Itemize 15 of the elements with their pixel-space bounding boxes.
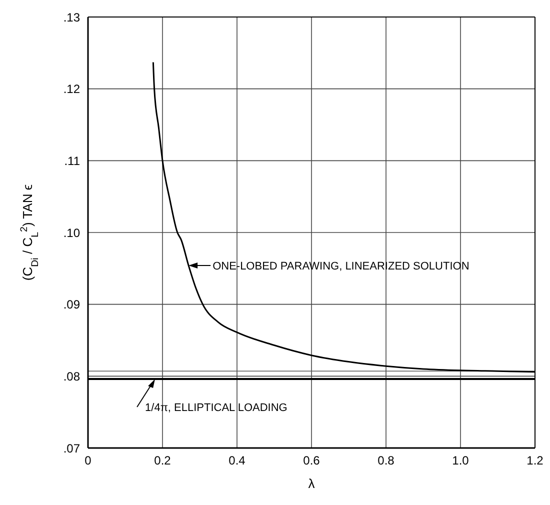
x-tick-label: 0.6 xyxy=(303,454,320,468)
y-tick-label: .09 xyxy=(63,298,80,312)
y-tick-label: .11 xyxy=(64,154,80,168)
x-tick-label: 0.2 xyxy=(154,454,172,468)
x-axis-title: λ xyxy=(308,476,316,491)
y-tick-label: .10 xyxy=(63,226,80,240)
x-tick-label: 0.8 xyxy=(378,454,395,468)
x-tick-label: 1.0 xyxy=(452,454,470,468)
x-tick-label: 1.2 xyxy=(526,454,544,468)
x-tick-label: 0.4 xyxy=(228,454,246,468)
y-tick-label: .13 xyxy=(63,10,80,24)
y-tick-label: .08 xyxy=(63,369,80,384)
y-tick-label: .12 xyxy=(63,82,80,96)
y-tick-label: .07 xyxy=(63,441,80,456)
x-tick-label: 0 xyxy=(84,454,92,468)
